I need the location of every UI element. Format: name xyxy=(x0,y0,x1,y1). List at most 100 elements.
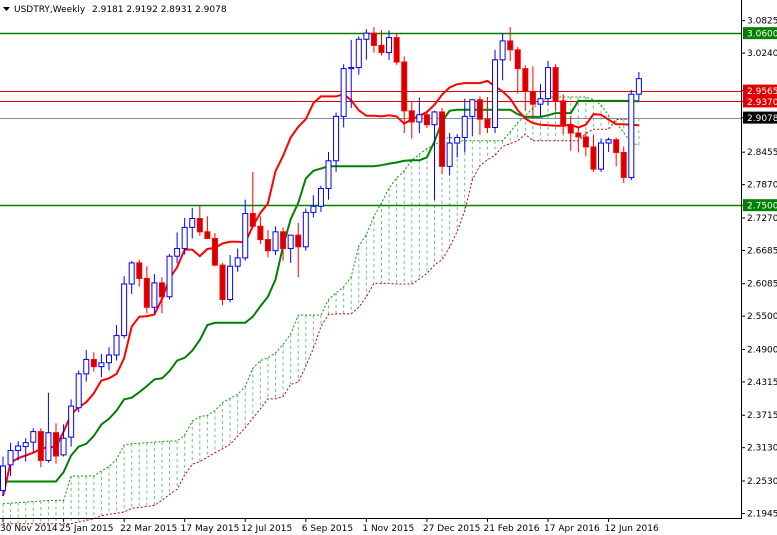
level-tag-box xyxy=(743,84,777,97)
candle-body xyxy=(181,226,188,249)
candle-body xyxy=(598,142,605,170)
candle-body xyxy=(613,139,620,153)
candle xyxy=(249,171,256,227)
candle xyxy=(635,71,642,101)
price-tick-label: 2.5500 xyxy=(747,312,777,322)
candle xyxy=(514,47,521,94)
level-tag-box xyxy=(743,27,777,40)
candle-body xyxy=(264,239,271,252)
candle-body xyxy=(143,277,150,308)
triangle-down-icon[interactable] xyxy=(3,7,10,11)
candle-body xyxy=(287,234,294,249)
candle-body xyxy=(605,139,612,144)
candle-body xyxy=(257,225,264,241)
candle-body xyxy=(30,431,37,443)
candle xyxy=(423,110,430,129)
price-tick-label: 2.4900 xyxy=(747,345,777,355)
candle xyxy=(52,423,59,464)
candle-body xyxy=(37,431,44,461)
candle-body xyxy=(166,255,173,298)
candle-body xyxy=(22,442,29,448)
candle-body xyxy=(575,132,582,138)
time-axis[interactable]: 30 Nov 2014 25 Jan 2015 22 Mar 2015 17 May … xyxy=(0,518,659,534)
candle xyxy=(280,227,287,261)
candle-body xyxy=(295,234,302,248)
candle xyxy=(113,325,120,361)
candle-body xyxy=(567,124,574,134)
candle xyxy=(628,89,635,181)
candle xyxy=(227,255,234,303)
candle xyxy=(575,127,582,153)
time-tick-label: 27 Dec 2015 xyxy=(423,524,481,534)
tenkan-sen-line xyxy=(2,79,639,497)
candle-body xyxy=(75,373,82,409)
price-tick-label: 2.4315 xyxy=(747,378,777,388)
candle-body xyxy=(90,358,97,368)
price-tick-label: 2.7270 xyxy=(747,214,777,224)
candle-body xyxy=(537,98,544,105)
candle xyxy=(333,112,340,172)
level-tag-label: 2.9370 xyxy=(747,98,777,108)
candle-body xyxy=(416,114,423,123)
candle-body xyxy=(249,213,256,227)
candle xyxy=(416,97,423,134)
candle-body xyxy=(60,437,67,456)
candle xyxy=(522,65,529,111)
candle xyxy=(370,27,377,53)
candle-body xyxy=(302,211,309,248)
candle-body xyxy=(280,231,287,249)
current-price-tag-box xyxy=(743,111,777,124)
price-tick-label: 2.6085 xyxy=(747,280,777,290)
price-tick-label: 3.0240 xyxy=(747,49,777,59)
time-tick-label: 25 Jan 2015 xyxy=(60,524,114,534)
time-tick-label: 17 May 2015 xyxy=(181,524,240,534)
candle-body xyxy=(552,67,559,102)
time-tick-label: 30 Nov 2014 xyxy=(0,524,58,534)
candle xyxy=(189,207,196,239)
candle-body xyxy=(0,465,6,491)
candle-body xyxy=(242,213,249,259)
level-tag-box xyxy=(743,95,777,108)
candle xyxy=(620,146,627,183)
candle-body xyxy=(545,67,552,100)
candle xyxy=(264,230,271,258)
candle xyxy=(507,27,514,61)
candle xyxy=(22,438,29,462)
candle xyxy=(158,277,165,314)
level-tag-label: 2.7500 xyxy=(747,202,777,212)
candle xyxy=(469,99,476,137)
candle xyxy=(446,133,453,176)
candle xyxy=(317,185,324,212)
price-tick-label: 2.8455 xyxy=(747,148,777,158)
candle xyxy=(136,259,143,287)
candle xyxy=(60,424,67,457)
candle-body xyxy=(105,354,112,364)
price-tick-label: 2.3130 xyxy=(747,444,777,454)
time-tick-label: 1 Nov 2015 xyxy=(362,524,414,534)
price-tick-label: 2.1945 xyxy=(747,509,777,519)
candle xyxy=(121,276,128,339)
candle-body xyxy=(386,37,393,54)
candle xyxy=(545,60,552,106)
time-tick-label: 22 Mar 2015 xyxy=(120,524,177,534)
candle-body xyxy=(325,160,332,190)
candle xyxy=(484,96,491,134)
candle xyxy=(355,36,362,75)
candle xyxy=(151,273,158,314)
candle xyxy=(90,352,97,372)
candle xyxy=(401,56,408,134)
candle-body xyxy=(333,115,340,162)
candle xyxy=(143,266,150,314)
candle-body xyxy=(454,136,461,144)
candle-body xyxy=(393,37,400,63)
candle-body xyxy=(189,217,196,228)
candle xyxy=(242,199,249,261)
candle xyxy=(454,134,461,158)
candle-body xyxy=(68,405,75,438)
horizontal-levels xyxy=(0,32,741,207)
candle-body xyxy=(98,362,105,368)
level-tag-label: 2.9565 xyxy=(747,87,777,97)
candle-body xyxy=(211,237,218,266)
